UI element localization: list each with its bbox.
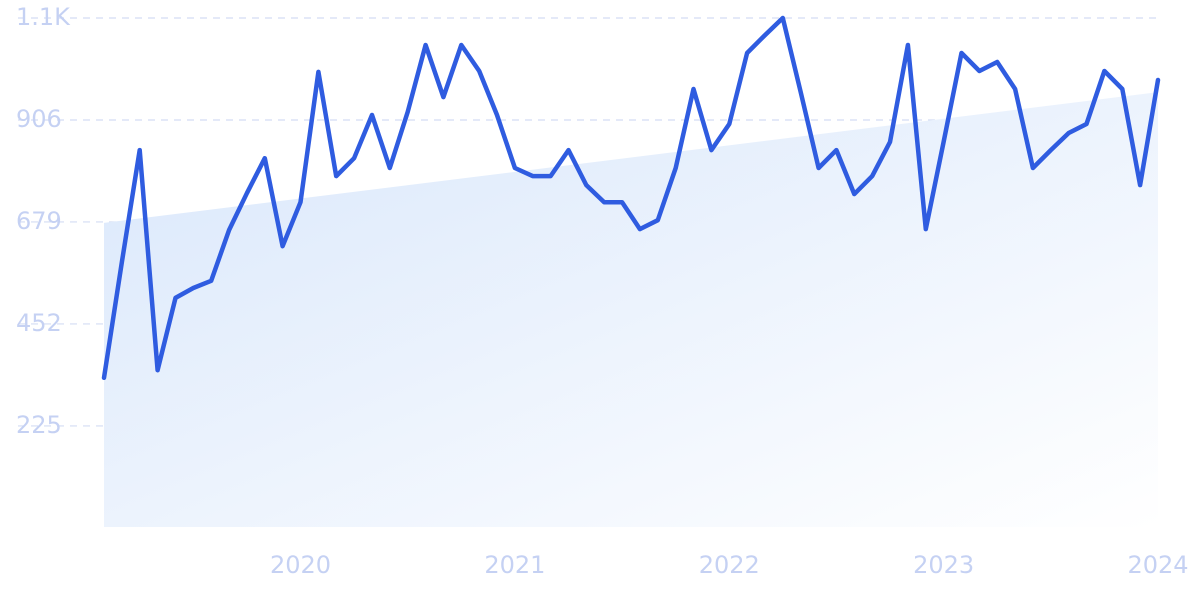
y-tick-label: 452 (16, 309, 62, 337)
y-tick-label: 1.1K (16, 3, 71, 31)
y-tick-label: 906 (16, 105, 62, 133)
x-tick-label: 2022 (699, 551, 760, 579)
line-group (101, 15, 1161, 381)
y-tick-label: 225 (16, 411, 62, 439)
data-line (101, 15, 1161, 381)
trend-area-group (104, 92, 1158, 527)
x-tick-label: 2020 (270, 551, 331, 579)
x-tick-label: 2024 (1127, 551, 1188, 579)
labels: 225 452 679 906 1.1K 2020 2021 2022 2023 2024 (16, 3, 1189, 579)
x-tick-label: 2023 (913, 551, 974, 579)
y-tick-label: 679 (16, 207, 62, 235)
x-tick-label: 2021 (484, 551, 545, 579)
trend-area (104, 92, 1158, 527)
